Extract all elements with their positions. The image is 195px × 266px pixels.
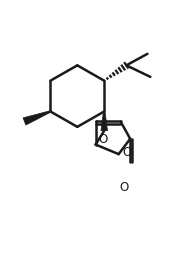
Text: O: O <box>123 146 132 159</box>
Text: O: O <box>120 181 129 194</box>
Polygon shape <box>23 111 51 125</box>
Text: O: O <box>99 133 108 146</box>
Polygon shape <box>101 111 107 131</box>
